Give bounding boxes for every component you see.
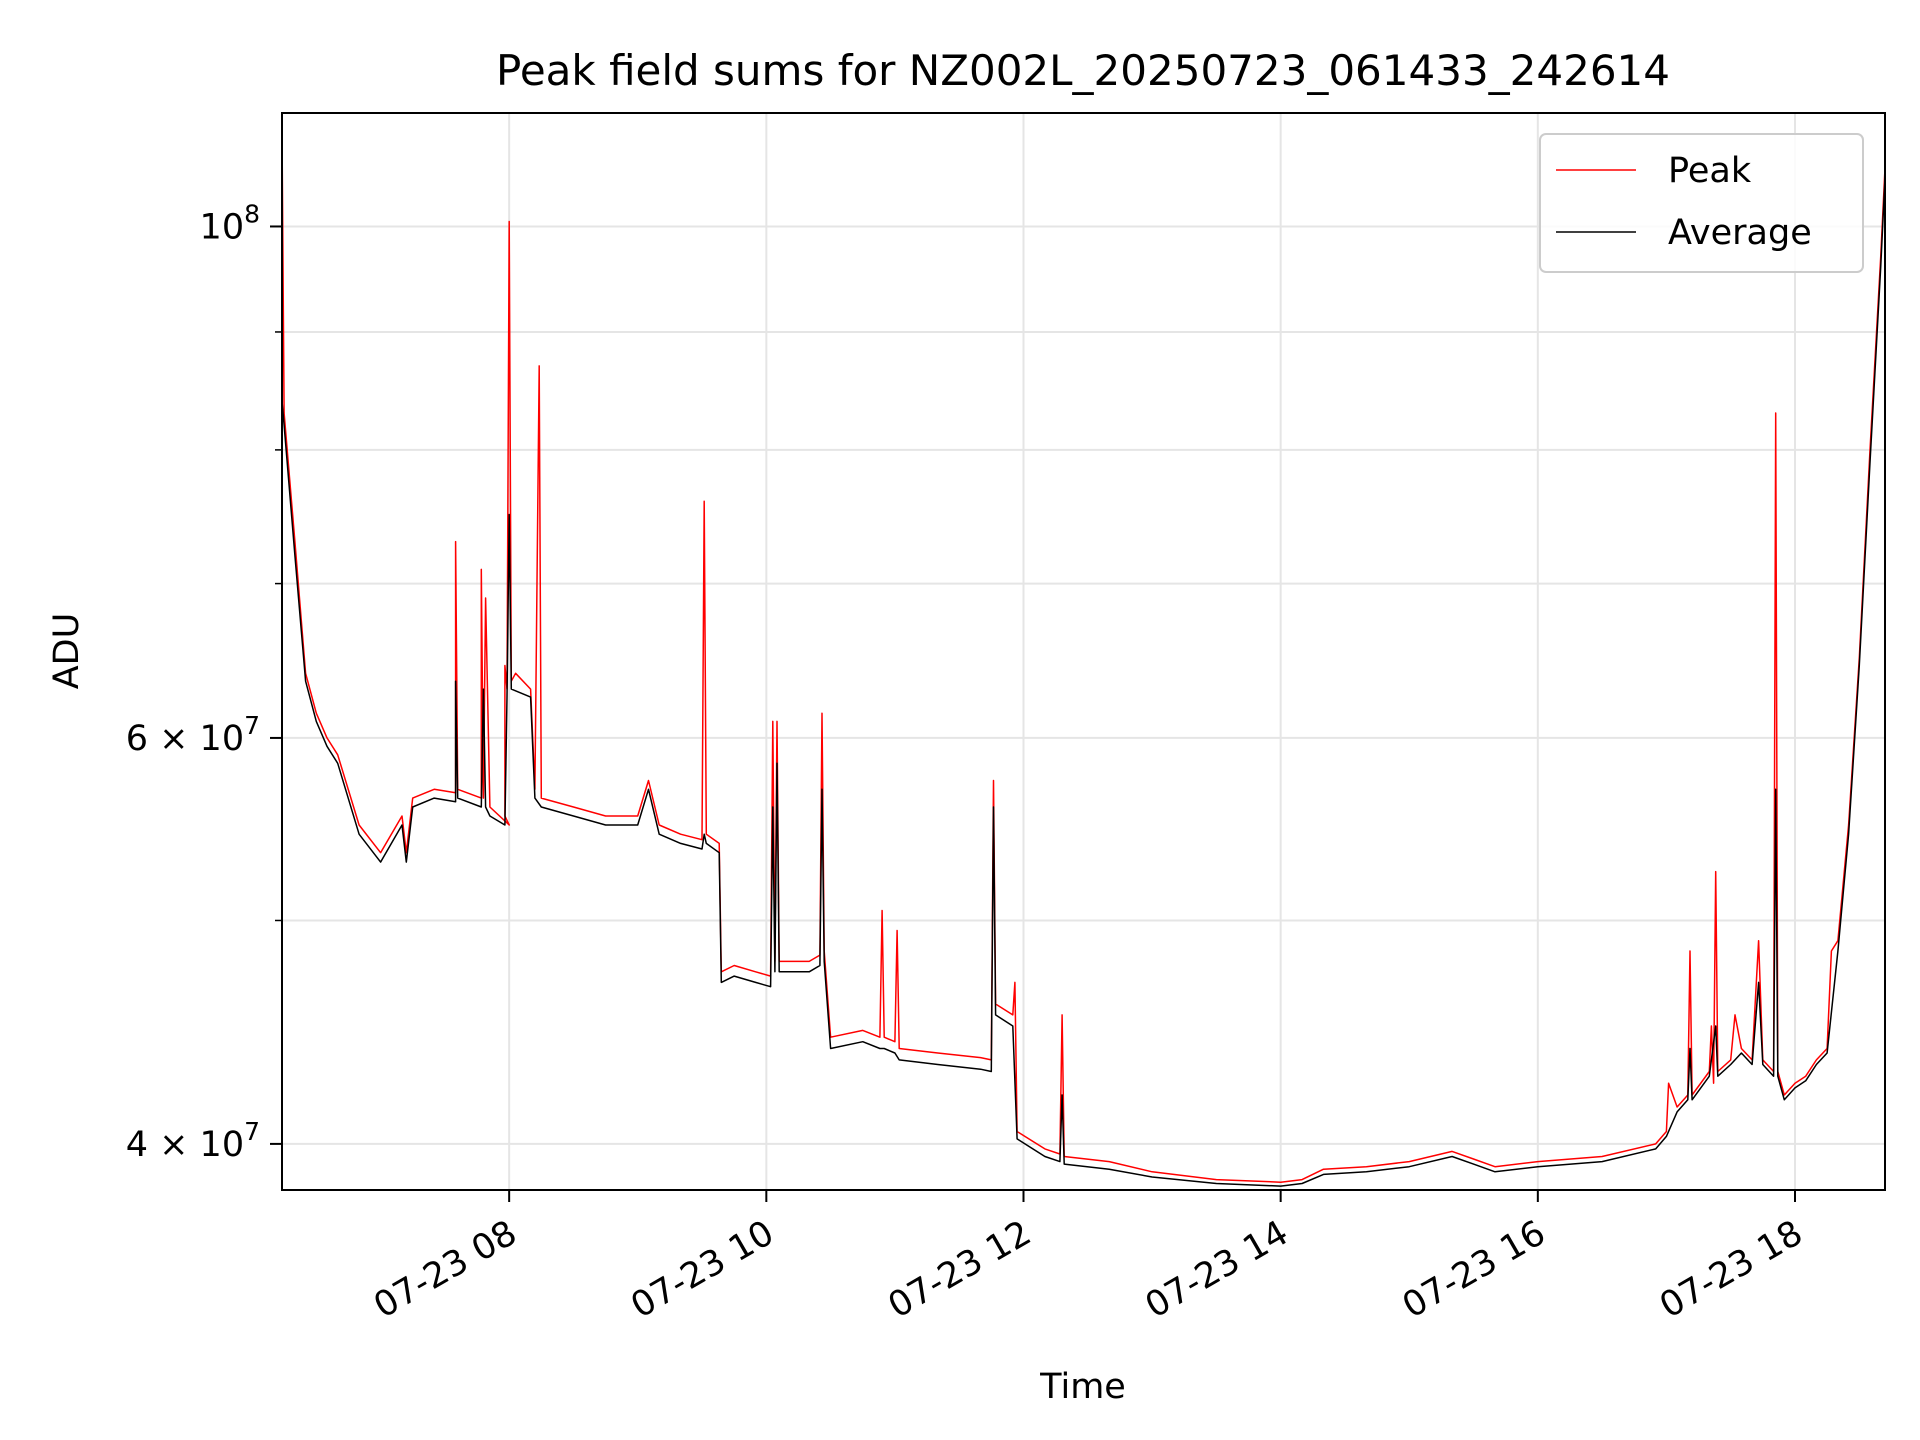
chart-title: Peak field sums for NZ002L_20250723_0614… — [496, 46, 1670, 95]
y-tick-mantissa: 4 × 10 — [126, 1125, 244, 1165]
x-axis-title: Time — [1039, 1367, 1126, 1407]
y-tick-exponent: 7 — [244, 1117, 260, 1146]
y-tick-label: 108 — [200, 199, 260, 247]
y-tick-label: 6 × 107 — [126, 711, 260, 759]
legend: Peak Average — [1539, 133, 1864, 273]
legend-label: Average — [1668, 213, 1812, 253]
legend-box — [1539, 133, 1864, 273]
y-tick-label: 4 × 107 — [126, 1117, 260, 1165]
plot-frame — [281, 112, 1886, 1191]
grid — [282, 113, 1885, 1190]
y-tick-exponent: 8 — [244, 199, 260, 228]
y-tick-mantissa: 10 — [200, 207, 245, 247]
y-tick-mantissa: 6 × 10 — [126, 719, 244, 759]
plot-series — [282, 130, 1885, 1187]
series-line-peak — [282, 130, 1885, 1183]
y-tick-exponent: 7 — [244, 711, 260, 740]
y-axis-title: ADU — [47, 613, 87, 690]
legend-label: Peak — [1668, 151, 1752, 191]
series-line-average — [282, 177, 1885, 1187]
